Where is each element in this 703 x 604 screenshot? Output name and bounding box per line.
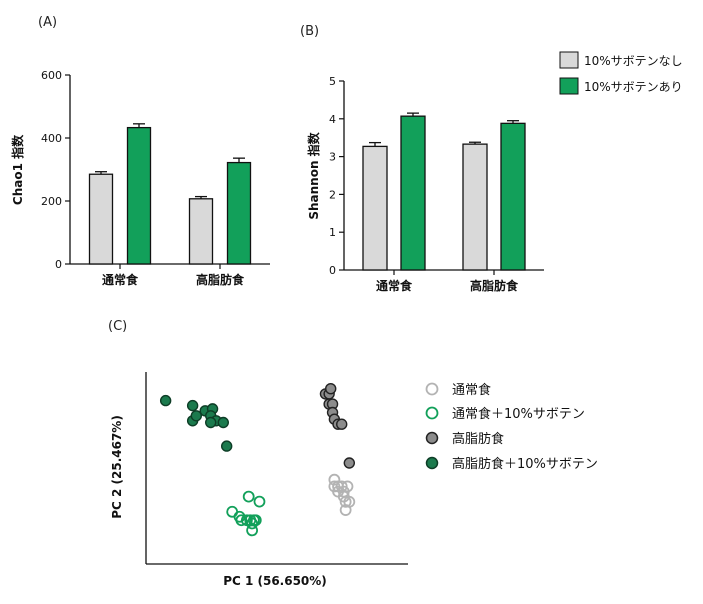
panel-c-point <box>159 394 172 407</box>
panel-c-point <box>253 495 266 508</box>
legend-c-label-3: 高脂肪食 <box>452 431 504 447</box>
legend-c-marker-4 <box>425 456 439 470</box>
panel-b-category-label: 高脂肪食 <box>470 278 519 293</box>
panel-c-point <box>336 418 348 430</box>
panel-b-bar <box>500 122 526 271</box>
panel-b: 0 1 2 3 4 5 通常食 高脂肪食 <box>329 75 544 293</box>
panel-b-ytick-label: 1 <box>329 226 336 239</box>
panel-b-label: (B) <box>300 24 319 39</box>
panel-c-point <box>217 416 229 429</box>
panel-a-category-label: 高脂肪食 <box>196 272 245 287</box>
panel-c-point <box>335 480 348 493</box>
legend-c-label-4: 高脂肪食＋10%サボテン <box>452 456 598 472</box>
legend-c-marker-2 <box>425 406 439 420</box>
legend-ab-label-2: 10%サボテンあり <box>584 80 683 94</box>
legend-c: 通常食 通常食＋10%サボテン 高脂肪食 高脂肪食＋10%サボテン <box>425 382 598 472</box>
panel-c-point <box>246 524 259 537</box>
panel-c-point <box>341 480 354 493</box>
panel-a-ytick-label: 0 <box>55 258 62 271</box>
legend-c-label-2: 通常食＋10%サボテン <box>452 406 585 422</box>
panel-c-point <box>242 490 255 503</box>
legend-ab-label-1: 10%サボテンなし <box>584 54 683 68</box>
panel-b-bar <box>462 143 488 271</box>
legend-c-marker-1 <box>425 382 439 396</box>
panel-a-bar <box>188 198 214 265</box>
panel-c-point <box>325 383 337 395</box>
panel-c-point <box>235 514 248 527</box>
panel-c-point <box>186 399 199 412</box>
panel-b-bar <box>400 115 426 271</box>
panel-c-label: (C) <box>108 319 127 334</box>
panel-c-point <box>190 410 203 422</box>
panel-b-category-label: 通常食 <box>376 278 413 293</box>
panel-c-point <box>220 440 233 452</box>
panel-c-ylabel: PC 2 (25.467%) <box>110 415 124 519</box>
panel-a-bar <box>88 173 114 265</box>
legend-c-label-1: 通常食 <box>452 382 491 398</box>
panel-b-ytick-label: 5 <box>329 75 336 88</box>
panel-c-point <box>339 495 352 508</box>
legend-ab-swatch-2 <box>559 77 579 95</box>
panel-b-ytick-label: 4 <box>329 113 336 126</box>
panel-a-ytick-label: 600 <box>41 69 62 82</box>
panel-b-ylabel: Shannon 指数 <box>306 131 321 219</box>
panel-c <box>145 372 408 565</box>
legend-c-marker-3 <box>425 431 439 445</box>
panel-a-bar <box>126 126 152 265</box>
panel-c-point <box>205 416 217 429</box>
panel-b-bar <box>362 145 388 271</box>
panel-a-ytick-label: 200 <box>41 195 62 208</box>
panel-c-point <box>246 517 259 530</box>
panel-a-ytick-label: 400 <box>41 132 62 145</box>
panel-c-point <box>328 473 341 486</box>
panel-b-ytick-label: 2 <box>329 188 336 201</box>
panel-c-xlabel: PC 1 (56.650%) <box>223 574 327 588</box>
panel-b-ytick-label: 0 <box>329 264 336 277</box>
panel-a-ylabel: Chao1 指数 <box>10 134 25 205</box>
panel-b-ytick-label: 3 <box>329 151 336 164</box>
legend-ab-swatch-1 <box>559 51 579 69</box>
panel-c-point <box>249 514 262 527</box>
panel-a-bar <box>226 161 252 265</box>
panel-a: 0 200 400 600 通常食 高脂肪食 <box>41 69 270 287</box>
panel-c-point <box>339 504 352 516</box>
panel-c-point <box>343 457 356 469</box>
panel-a-category-label: 通常食 <box>102 272 139 287</box>
panel-a-label: (A) <box>38 15 57 30</box>
legend-ab: 10%サボテンなし 10%サボテンあり <box>559 51 683 95</box>
